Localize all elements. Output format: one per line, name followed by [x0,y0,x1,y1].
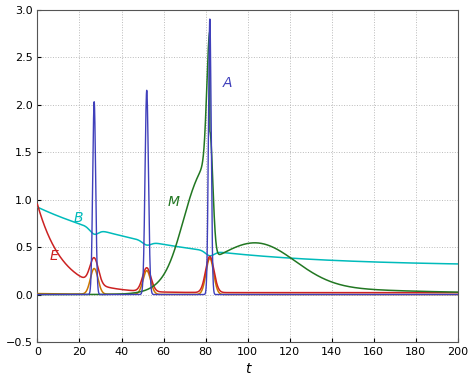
Text: E: E [50,249,59,263]
Text: B: B [73,211,82,225]
X-axis label: t: t [245,363,250,376]
Text: A: A [222,76,232,91]
Text: M: M [168,195,180,209]
